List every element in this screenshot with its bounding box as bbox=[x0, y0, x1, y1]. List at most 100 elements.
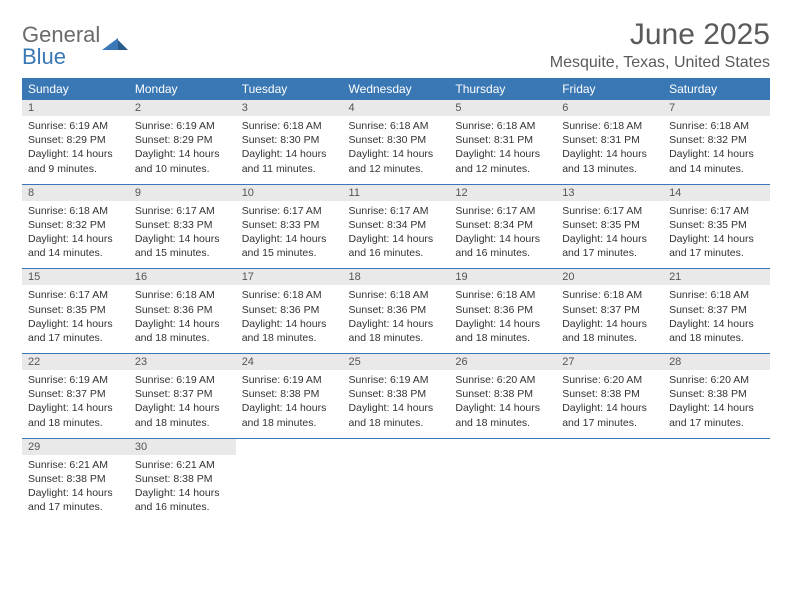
daylight-text: Daylight: 14 hours and 18 minutes. bbox=[349, 317, 444, 345]
day-number-cell: 11 bbox=[343, 185, 450, 201]
sunrise-text: Sunrise: 6:18 AM bbox=[135, 288, 230, 302]
day-detail-cell bbox=[663, 455, 770, 523]
daylight-text: Daylight: 14 hours and 18 minutes. bbox=[669, 317, 764, 345]
day-detail-cell: Sunrise: 6:17 AMSunset: 8:33 PMDaylight:… bbox=[129, 201, 236, 269]
title-block: June 2025 Mesquite, Texas, United States bbox=[550, 18, 770, 72]
sunset-text: Sunset: 8:33 PM bbox=[135, 218, 230, 232]
day-detail-cell: Sunrise: 6:17 AMSunset: 8:34 PMDaylight:… bbox=[449, 201, 556, 269]
day-detail-row: Sunrise: 6:21 AMSunset: 8:38 PMDaylight:… bbox=[22, 455, 770, 523]
sunrise-text: Sunrise: 6:21 AM bbox=[135, 458, 230, 472]
sunset-text: Sunset: 8:38 PM bbox=[349, 387, 444, 401]
day-detail-cell: Sunrise: 6:17 AMSunset: 8:35 PMDaylight:… bbox=[556, 201, 663, 269]
day-detail-cell: Sunrise: 6:18 AMSunset: 8:30 PMDaylight:… bbox=[343, 116, 450, 184]
day-detail-cell: Sunrise: 6:18 AMSunset: 8:36 PMDaylight:… bbox=[343, 285, 450, 353]
daylight-text: Daylight: 14 hours and 18 minutes. bbox=[455, 317, 550, 345]
day-detail-cell bbox=[236, 455, 343, 523]
day-number-cell: 10 bbox=[236, 185, 343, 201]
day-detail-cell: Sunrise: 6:19 AMSunset: 8:38 PMDaylight:… bbox=[236, 370, 343, 438]
sunrise-text: Sunrise: 6:17 AM bbox=[669, 204, 764, 218]
day-number-cell: 24 bbox=[236, 354, 343, 370]
weekday-header: Wednesday bbox=[343, 78, 450, 100]
weekday-header: Saturday bbox=[663, 78, 770, 100]
day-number-cell: 22 bbox=[22, 354, 129, 370]
day-detail-cell: Sunrise: 6:18 AMSunset: 8:36 PMDaylight:… bbox=[129, 285, 236, 353]
day-number-cell: 21 bbox=[663, 269, 770, 285]
daylight-text: Daylight: 14 hours and 17 minutes. bbox=[669, 401, 764, 429]
sunset-text: Sunset: 8:38 PM bbox=[455, 387, 550, 401]
daylight-text: Daylight: 14 hours and 18 minutes. bbox=[349, 401, 444, 429]
weekday-header: Monday bbox=[129, 78, 236, 100]
day-detail-cell: Sunrise: 6:18 AMSunset: 8:36 PMDaylight:… bbox=[449, 285, 556, 353]
day-detail-cell: Sunrise: 6:18 AMSunset: 8:31 PMDaylight:… bbox=[556, 116, 663, 184]
sunrise-text: Sunrise: 6:17 AM bbox=[242, 204, 337, 218]
sunset-text: Sunset: 8:35 PM bbox=[562, 218, 657, 232]
day-number-cell: 7 bbox=[663, 100, 770, 116]
day-number-cell: 20 bbox=[556, 269, 663, 285]
day-number-cell: 2 bbox=[129, 100, 236, 116]
weekday-header: Tuesday bbox=[236, 78, 343, 100]
day-detail-row: Sunrise: 6:19 AMSunset: 8:37 PMDaylight:… bbox=[22, 370, 770, 438]
day-detail-cell: Sunrise: 6:18 AMSunset: 8:30 PMDaylight:… bbox=[236, 116, 343, 184]
daylight-text: Daylight: 14 hours and 11 minutes. bbox=[242, 147, 337, 175]
sunrise-text: Sunrise: 6:17 AM bbox=[28, 288, 123, 302]
sunset-text: Sunset: 8:34 PM bbox=[455, 218, 550, 232]
day-number-cell: 25 bbox=[343, 354, 450, 370]
sunset-text: Sunset: 8:29 PM bbox=[135, 133, 230, 147]
day-number-cell: 14 bbox=[663, 185, 770, 201]
day-detail-cell: Sunrise: 6:17 AMSunset: 8:33 PMDaylight:… bbox=[236, 201, 343, 269]
daylight-text: Daylight: 14 hours and 16 minutes. bbox=[349, 232, 444, 260]
daylight-text: Daylight: 14 hours and 18 minutes. bbox=[455, 401, 550, 429]
daylight-text: Daylight: 14 hours and 17 minutes. bbox=[562, 232, 657, 260]
day-detail-row: Sunrise: 6:19 AMSunset: 8:29 PMDaylight:… bbox=[22, 116, 770, 184]
calendar-page: General Blue June 2025 Mesquite, Texas, … bbox=[0, 0, 792, 522]
day-number-cell: 6 bbox=[556, 100, 663, 116]
day-detail-cell: Sunrise: 6:18 AMSunset: 8:37 PMDaylight:… bbox=[663, 285, 770, 353]
sunset-text: Sunset: 8:38 PM bbox=[562, 387, 657, 401]
day-detail-cell: Sunrise: 6:18 AMSunset: 8:31 PMDaylight:… bbox=[449, 116, 556, 184]
day-detail-cell bbox=[556, 455, 663, 523]
day-number-cell: 8 bbox=[22, 185, 129, 201]
daylight-text: Daylight: 14 hours and 16 minutes. bbox=[455, 232, 550, 260]
calendar-body: 1234567Sunrise: 6:19 AMSunset: 8:29 PMDa… bbox=[22, 100, 770, 522]
day-number-row: 15161718192021 bbox=[22, 269, 770, 285]
daylight-text: Daylight: 14 hours and 18 minutes. bbox=[28, 401, 123, 429]
day-number-cell bbox=[236, 439, 343, 455]
day-number-cell bbox=[663, 439, 770, 455]
sunrise-text: Sunrise: 6:17 AM bbox=[135, 204, 230, 218]
daylight-text: Daylight: 14 hours and 18 minutes. bbox=[242, 401, 337, 429]
sunset-text: Sunset: 8:38 PM bbox=[669, 387, 764, 401]
day-number-cell: 29 bbox=[22, 439, 129, 455]
sunrise-text: Sunrise: 6:19 AM bbox=[135, 373, 230, 387]
day-number-row: 1234567 bbox=[22, 100, 770, 116]
day-number-cell: 4 bbox=[343, 100, 450, 116]
brand-part2: Blue bbox=[22, 44, 66, 69]
weekday-header: Thursday bbox=[449, 78, 556, 100]
sunrise-text: Sunrise: 6:18 AM bbox=[455, 119, 550, 133]
daylight-text: Daylight: 14 hours and 17 minutes. bbox=[28, 317, 123, 345]
day-detail-cell: Sunrise: 6:20 AMSunset: 8:38 PMDaylight:… bbox=[449, 370, 556, 438]
daylight-text: Daylight: 14 hours and 10 minutes. bbox=[135, 147, 230, 175]
sunset-text: Sunset: 8:37 PM bbox=[669, 303, 764, 317]
day-detail-cell: Sunrise: 6:17 AMSunset: 8:35 PMDaylight:… bbox=[663, 201, 770, 269]
month-title: June 2025 bbox=[550, 18, 770, 52]
day-number-cell: 23 bbox=[129, 354, 236, 370]
sunrise-text: Sunrise: 6:19 AM bbox=[242, 373, 337, 387]
day-number-cell: 13 bbox=[556, 185, 663, 201]
sunset-text: Sunset: 8:31 PM bbox=[455, 133, 550, 147]
day-detail-cell: Sunrise: 6:20 AMSunset: 8:38 PMDaylight:… bbox=[556, 370, 663, 438]
sunrise-text: Sunrise: 6:20 AM bbox=[562, 373, 657, 387]
calendar-table: Sunday Monday Tuesday Wednesday Thursday… bbox=[22, 78, 770, 522]
day-number-row: 2930 bbox=[22, 439, 770, 455]
day-detail-cell: Sunrise: 6:18 AMSunset: 8:36 PMDaylight:… bbox=[236, 285, 343, 353]
brand-logo: General Blue bbox=[22, 24, 128, 68]
day-number-cell: 27 bbox=[556, 354, 663, 370]
daylight-text: Daylight: 14 hours and 14 minutes. bbox=[28, 232, 123, 260]
weekday-header: Friday bbox=[556, 78, 663, 100]
daylight-text: Daylight: 14 hours and 18 minutes. bbox=[135, 401, 230, 429]
day-detail-cell: Sunrise: 6:17 AMSunset: 8:35 PMDaylight:… bbox=[22, 285, 129, 353]
daylight-text: Daylight: 14 hours and 16 minutes. bbox=[135, 486, 230, 514]
sunset-text: Sunset: 8:31 PM bbox=[562, 133, 657, 147]
weekday-header: Sunday bbox=[22, 78, 129, 100]
day-number-cell: 17 bbox=[236, 269, 343, 285]
daylight-text: Daylight: 14 hours and 18 minutes. bbox=[135, 317, 230, 345]
